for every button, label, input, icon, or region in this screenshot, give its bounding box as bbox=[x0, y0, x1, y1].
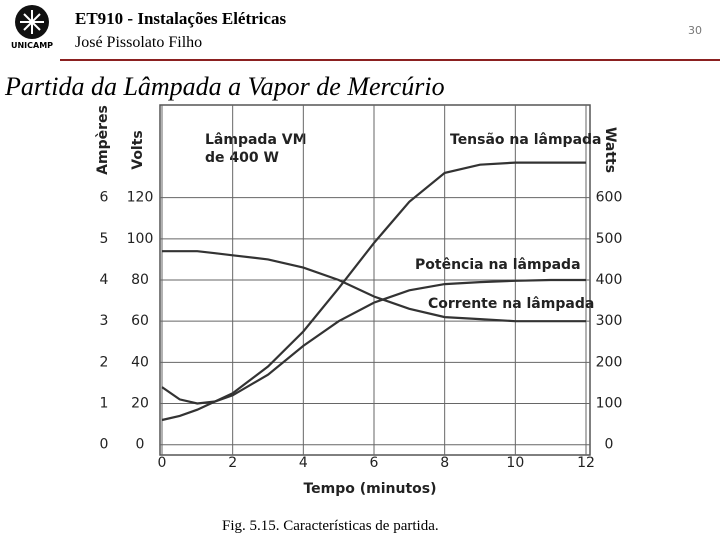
y-tick-label: 100 bbox=[127, 231, 154, 247]
x-tick-label: 8 bbox=[440, 455, 449, 471]
y-tick-label: 80 bbox=[131, 272, 149, 288]
y3-tick-label: 1 bbox=[100, 396, 109, 412]
x-tick-label: 10 bbox=[506, 455, 524, 471]
x-tick-label: 4 bbox=[299, 455, 308, 471]
logo: UNICAMP bbox=[11, 5, 53, 50]
y2-tick-label: 500 bbox=[596, 231, 623, 247]
y-tick-label: 0 bbox=[136, 437, 145, 453]
series-line bbox=[162, 250, 586, 323]
y3-axis-label: Ampères bbox=[95, 105, 111, 175]
course-title: ET910 - Instalações Elétricas bbox=[75, 9, 286, 28]
y2-tick-label: 400 bbox=[596, 272, 623, 288]
annotation: de 400 W bbox=[205, 150, 279, 166]
x-tick-label: 6 bbox=[370, 455, 379, 471]
y2-tick-label: 300 bbox=[596, 313, 623, 329]
series-label: Tensão na lâmpada bbox=[450, 132, 601, 148]
x-tick-label: 12 bbox=[577, 455, 595, 471]
y2-tick-label: 600 bbox=[596, 190, 623, 206]
y-tick-label: 40 bbox=[131, 354, 149, 370]
y3-tick-label: 0 bbox=[100, 437, 109, 453]
logo-text: UNICAMP bbox=[11, 41, 53, 50]
series-label: Potência na lâmpada bbox=[415, 257, 581, 273]
y2-tick-label: 100 bbox=[596, 396, 623, 412]
series-line bbox=[161, 161, 586, 422]
y-tick-label: 60 bbox=[131, 313, 149, 329]
slide-title: Partida da Lâmpada a Vapor de Mercúrio bbox=[4, 72, 445, 101]
y2-axis-label: Watts bbox=[602, 127, 618, 173]
y3-tick-label: 4 bbox=[100, 272, 109, 288]
series-label: Corrente na lâmpada bbox=[428, 296, 594, 312]
x-tick-label: 2 bbox=[228, 455, 237, 471]
y3-tick-label: 2 bbox=[100, 354, 109, 370]
x-axis-label: Tempo (minutos) bbox=[303, 481, 436, 497]
y-tick-label: 20 bbox=[131, 396, 149, 412]
series-line bbox=[161, 278, 586, 405]
x-tick-label: 0 bbox=[158, 455, 167, 471]
y3-tick-label: 3 bbox=[100, 313, 109, 329]
y3-tick-label: 5 bbox=[100, 231, 109, 247]
y-axis-label: Volts bbox=[130, 130, 146, 170]
page-number: 30 bbox=[688, 24, 702, 37]
annotation: Lâmpada VM bbox=[205, 132, 307, 148]
y2-tick-label: 0 bbox=[605, 437, 614, 453]
y2-tick-label: 200 bbox=[596, 354, 623, 370]
caption: Fig. 5.15. Características de partida. bbox=[222, 518, 439, 534]
y3-tick-label: 6 bbox=[100, 190, 109, 206]
y-tick-label: 120 bbox=[127, 190, 154, 206]
author: José Pissolato Filho bbox=[75, 34, 202, 51]
